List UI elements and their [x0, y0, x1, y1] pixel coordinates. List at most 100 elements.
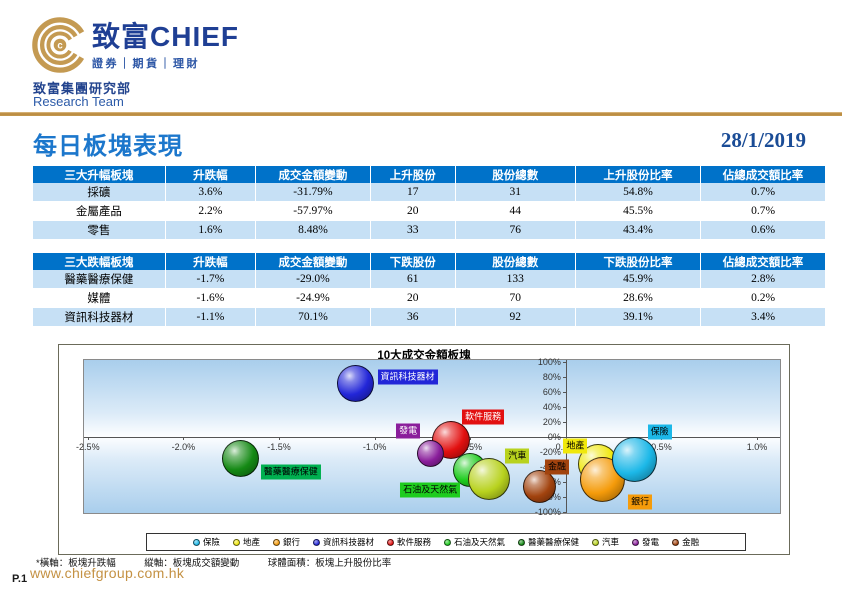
column-header: 升跌幅 [165, 253, 257, 270]
column-header: 三大跌幅板塊 [33, 253, 166, 270]
bubble-callout-石油及天然氣: 石油及天然氣 [400, 482, 461, 497]
y-tick [562, 391, 566, 393]
legend-label: 金融 [682, 537, 700, 547]
y-tick-label: -100% [534, 506, 561, 517]
legend-item-金融: 金融 [672, 536, 699, 548]
x-tick-label: -1.5% [267, 441, 291, 452]
column-header: 股份總數 [455, 253, 576, 270]
x-tick-label: 0.5% [651, 441, 672, 452]
table-cell: 43.4% [575, 220, 702, 240]
table-cell: 2.2% [165, 201, 257, 221]
column-header: 佔總成交額比率 [700, 166, 825, 183]
table-cell: 醫藥醫療保健 [33, 270, 166, 289]
chief-logo-icon: c [32, 17, 88, 73]
logo-cn: 致富 [92, 21, 151, 52]
column-header: 三大升幅板塊 [33, 166, 166, 183]
bubble-callout-發電: 發電 [396, 423, 421, 439]
table-cell: 8.48% [255, 220, 371, 240]
department-name-en: Research Team [33, 94, 124, 109]
table-cell: 36 [370, 307, 456, 327]
y-tick [562, 421, 566, 423]
table-cell: 44 [455, 201, 576, 221]
table-row: 媒體 -1.6% -24.9% 20 70 28.6% 0.2% [33, 288, 825, 308]
y-tick [562, 496, 566, 498]
y-tick [562, 511, 566, 513]
table-cell: 金屬產品 [33, 201, 166, 221]
table-cell: 61 [370, 270, 456, 289]
legend-dot-icon [592, 538, 600, 546]
legend-item-發電: 發電 [632, 536, 659, 548]
x-axis-line [84, 436, 780, 438]
logo-en: CHIEF [150, 21, 240, 52]
table-row: 醫藥醫療保健 -1.7% -29.0% 61 133 45.9% 2.8% [33, 270, 825, 289]
bubble-callout-軟件服務: 軟件服務 [462, 409, 505, 424]
department-name-cn: 致富集團研究部 [33, 81, 132, 96]
bubble-callout-銀行: 銀行 [628, 494, 653, 510]
table-cell: 45.5% [575, 201, 702, 221]
column-header: 成交金額變動 [255, 253, 371, 270]
bubble-callout-保險: 保險 [647, 424, 672, 440]
y-tick-label: 20% [542, 416, 561, 427]
bubble-汽車 [468, 457, 511, 500]
y-tick-label: 80% [542, 371, 561, 382]
y-tick-label: 40% [542, 401, 561, 412]
legend-dot-icon [672, 538, 680, 546]
legend-label: 保險 [202, 537, 220, 547]
legend-item-銀行: 銀行 [272, 536, 300, 548]
legend-dot-icon [444, 538, 451, 546]
table-row: 金屬產品 2.2% -57.97% 20 44 45.5% 0.7% [33, 201, 825, 221]
legend-label: 石油及天然氣 [454, 537, 506, 547]
table-cell: 17 [370, 183, 456, 202]
svg-text:c: c [57, 40, 63, 51]
bubble-保險 [612, 437, 658, 483]
website-link[interactable]: www.chiefgroup.com.hk [30, 565, 185, 581]
page-title: 每日板塊表現 [33, 133, 183, 160]
column-header: 成交金額變動 [255, 166, 371, 183]
x-tick [470, 436, 472, 440]
legend-item-汽車: 汽車 [592, 536, 619, 548]
x-tick-label: -2.5% [76, 441, 100, 452]
table-cell: -29.0% [255, 270, 371, 289]
table-cell: 133 [455, 270, 576, 289]
table-row: 資訊科技器材 -1.1% 70.1% 36 92 39.1% 3.4% [33, 307, 825, 327]
x-tick [565, 436, 567, 440]
table-cell: 20 [370, 201, 456, 221]
header-divider [0, 112, 842, 116]
table-cell: 0.7% [700, 183, 825, 202]
legend-dot-icon [312, 538, 320, 546]
legend-item-地產: 地產 [232, 536, 260, 548]
legend-label: 軟件服務 [396, 537, 431, 547]
table-cell: -24.9% [255, 288, 371, 308]
legend-item-資訊科技器材: 資訊科技器材 [312, 536, 374, 548]
legend-label: 資訊科技器材 [322, 537, 374, 547]
y-tick [562, 361, 566, 363]
column-header: 下跌股份比率 [575, 253, 702, 270]
legend-dot-icon [632, 538, 640, 546]
table-cell: 28.6% [575, 288, 702, 308]
bubble-callout-醫藥醫療保健: 醫藥醫療保健 [260, 464, 321, 480]
table-cell: 31 [455, 183, 576, 202]
bubble-醫藥醫療保健 [222, 439, 260, 477]
table-header-row: 三大跌幅板塊 升跌幅 成交金額變動 下跌股份 股份總數 下跌股份比率 佔總成交額比率 [33, 253, 825, 270]
page-number: P.1 [12, 573, 28, 585]
x-tick [279, 436, 281, 440]
column-header: 股份總數 [455, 166, 576, 183]
column-header: 下跌股份 [370, 253, 456, 270]
table-cell: 媒體 [33, 288, 166, 308]
table-cell: 70 [455, 288, 576, 308]
bubble-callout-資訊科技器材: 資訊科技器材 [377, 369, 438, 385]
x-tick-label: 1.0% [746, 441, 768, 452]
bubble-callout-地產: 地產 [563, 438, 588, 454]
table-cell: -1.6% [165, 288, 257, 308]
legend-label: 銀行 [282, 537, 300, 547]
bubble-chart: 10大成交金額板塊 -2.5%-2.0%-1.5%-1.0%-0.5%0.0%0… [58, 344, 790, 555]
table-cell: -57.97% [255, 201, 371, 221]
table-cell: 採礦 [33, 183, 166, 202]
table-cell: 20 [370, 288, 456, 308]
y-tick [562, 481, 566, 483]
legend-item-保險: 保險 [192, 536, 220, 548]
bubble-金融 [522, 470, 556, 504]
legend-label: 發電 [642, 537, 660, 547]
report-date: 28/1/2019 [720, 128, 806, 152]
table-cell: 0.6% [700, 220, 825, 240]
